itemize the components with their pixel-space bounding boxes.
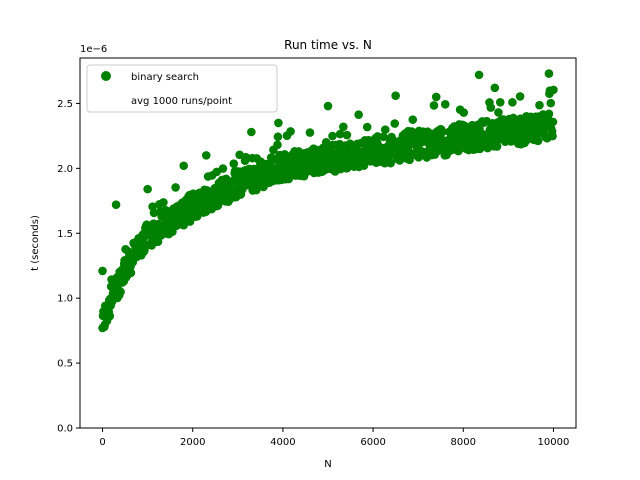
data-point [362, 122, 372, 132]
plot-frame [79, 57, 577, 429]
y-offset-text: 1e−6 [80, 44, 107, 55]
y-tick-label: 1.5 [57, 229, 73, 240]
data-point [492, 142, 502, 151]
data-point [515, 92, 525, 101]
data-point [252, 185, 261, 195]
x-tick-label: 8000 [451, 437, 476, 448]
data-point [386, 158, 395, 168]
data-point [286, 127, 295, 136]
data-point [546, 98, 556, 108]
y-axis: 0.0 0.5 1.0 1.5 2.0 2.5 [57, 99, 80, 435]
data-point [474, 70, 484, 80]
data-point [218, 164, 228, 173]
y-tick-label: 2.5 [57, 99, 73, 110]
x-tick-label: 0 [99, 437, 105, 448]
data-point [495, 97, 505, 107]
data-point [486, 103, 496, 112]
data-point [247, 127, 256, 137]
y-tick-label: 0.0 [57, 424, 73, 435]
data-point [305, 128, 315, 137]
data-point [490, 83, 500, 93]
x-axis-label: N [324, 459, 331, 470]
data-point [328, 131, 337, 141]
x-tick-label: 2000 [180, 437, 205, 448]
data-point [508, 98, 517, 107]
legend-box [86, 64, 278, 113]
data-point [391, 91, 400, 100]
data-point [159, 198, 168, 207]
data-point [533, 136, 543, 146]
x-tick-label: 4000 [270, 437, 295, 448]
data-point [171, 183, 180, 192]
data-point [339, 122, 348, 132]
data-point [342, 130, 352, 140]
y-axis-label: t (seconds) [30, 215, 41, 271]
data-point [535, 100, 544, 110]
data-point [438, 127, 447, 137]
x-tick-label: 6000 [360, 437, 385, 448]
legend-marker-binary-search [101, 71, 111, 81]
data-point [201, 151, 211, 160]
data-point [380, 125, 390, 134]
legend-label-binary-search: binary search [131, 72, 199, 83]
data-point [549, 85, 558, 95]
y-tick-label: 2.0 [57, 164, 73, 175]
chart-title: Run time vs. N [284, 38, 372, 52]
data-point [98, 266, 107, 276]
data-point [105, 311, 115, 321]
data-point [431, 92, 441, 102]
data-point [280, 149, 290, 159]
data-point [143, 184, 152, 194]
data-point [179, 161, 189, 171]
data-point [126, 268, 136, 278]
data-point [212, 167, 221, 177]
data-point [440, 99, 450, 109]
data-point [111, 200, 121, 209]
data-point [408, 115, 418, 124]
scatter-points [98, 69, 558, 333]
data-point [241, 152, 251, 162]
data-point [116, 287, 125, 297]
x-tick-label: 10000 [538, 437, 570, 448]
data-point [544, 109, 554, 119]
legend-label-avg-runs: avg 1000 runs/point [131, 96, 232, 107]
data-point [548, 131, 557, 141]
data-point [390, 119, 400, 128]
data-point [544, 69, 554, 78]
data-point [323, 101, 333, 111]
data-point [229, 159, 239, 168]
data-point [335, 129, 345, 139]
data-point [548, 117, 558, 127]
y-tick-label: 1.0 [57, 294, 73, 305]
data-point [274, 118, 283, 128]
y-tick-label: 0.5 [57, 359, 73, 370]
data-point [459, 108, 469, 117]
data-point [273, 132, 283, 142]
data-point [429, 101, 439, 110]
legend: binary search avg 1000 runs/point [86, 64, 278, 113]
x-axis: 0 2000 4000 6000 8000 10000 [99, 428, 569, 448]
data-point [494, 108, 503, 117]
data-point [354, 110, 363, 119]
data-point [273, 140, 282, 150]
